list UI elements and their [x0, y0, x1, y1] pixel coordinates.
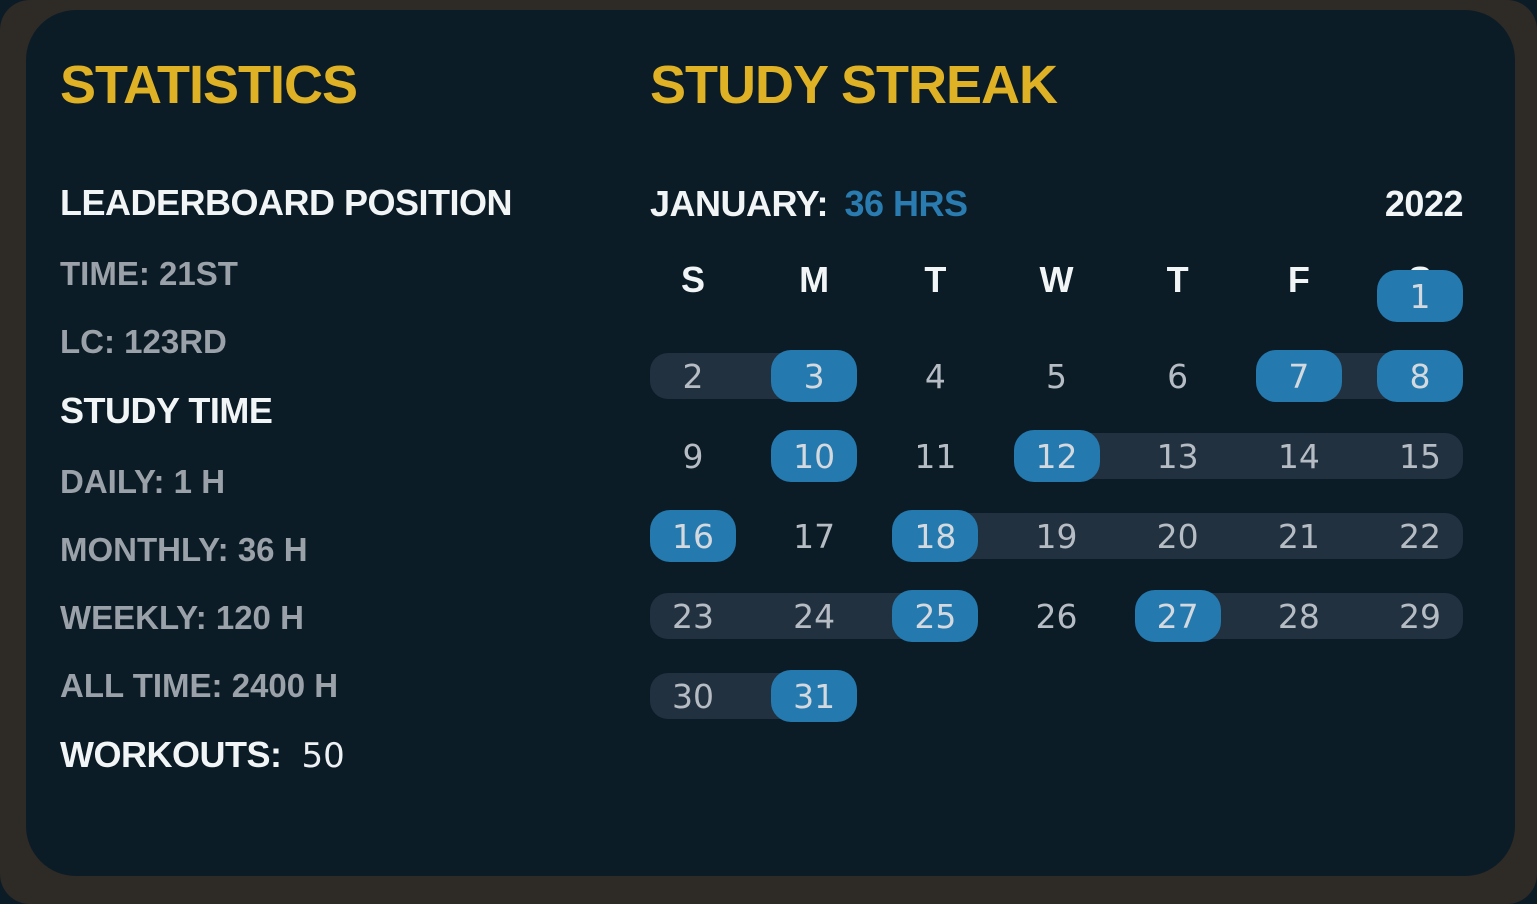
calendar-day[interactable]: 18	[914, 516, 957, 556]
study-day-pill	[1377, 350, 1463, 402]
calendar-day[interactable]: 23	[672, 596, 714, 636]
calendar-day[interactable]: 6	[1167, 356, 1189, 396]
calendar-day[interactable]: 4	[924, 356, 946, 396]
day-header: M	[799, 259, 830, 300]
study-day-pill	[771, 670, 858, 722]
study-day-pill	[1134, 590, 1221, 642]
study-day-pill	[1377, 270, 1463, 322]
month-total-hours: 36 HRS	[844, 183, 968, 224]
calendar-day[interactable]: 19	[1035, 516, 1078, 556]
study-day-pill	[892, 510, 979, 562]
calendar-day[interactable]: 15	[1399, 436, 1441, 476]
workouts-line: WORKOUTS: 50	[60, 734, 620, 777]
study-streak-title: STUDY STREAK	[650, 55, 1058, 115]
study-day-pill	[1013, 430, 1100, 482]
calendar-day[interactable]: 12	[1035, 436, 1078, 476]
day-header: S	[680, 259, 705, 300]
day-header: T	[924, 259, 947, 300]
study-day-pill	[892, 590, 979, 642]
calendar-day[interactable]: 13	[1156, 436, 1199, 476]
calendar-day[interactable]: 24	[793, 596, 836, 636]
calendar-day[interactable]: 8	[1409, 356, 1431, 396]
workouts-label: WORKOUTS:	[60, 734, 282, 775]
day-header: W	[1039, 259, 1074, 300]
calendar-day[interactable]: 7	[1288, 356, 1310, 396]
month-row: JANUARY: 36 HRS 2022	[650, 183, 1464, 225]
calendar-day[interactable]: 9	[682, 436, 704, 476]
calendar-day[interactable]: 29	[1399, 596, 1441, 636]
calendar-day[interactable]: 22	[1399, 516, 1441, 556]
study-time-daily: DAILY: 1 H	[60, 463, 226, 500]
calendar-day[interactable]: 31	[793, 676, 836, 716]
study-time-monthly: MONTHLY: 36 H	[60, 531, 308, 568]
statistics-panel: STATISTICS LEADERBOARD POSITION TIME: 21…	[60, 58, 620, 776]
study-time-heading: STUDY TIME	[60, 390, 273, 431]
leaderboard-lc-rank: LC: 123RD	[60, 323, 227, 360]
dashboard-card: STATISTICS LEADERBOARD POSITION TIME: 21…	[26, 10, 1515, 876]
leaderboard-position-heading: LEADERBOARD POSITION	[60, 182, 513, 223]
month-label: JANUARY:	[650, 183, 829, 224]
study-day-pill	[650, 510, 736, 562]
workouts-value: 50	[301, 736, 345, 776]
study-time-alltime: ALL TIME: 2400 H	[60, 667, 339, 704]
study-time-weekly: WEEKLY: 120 H	[60, 599, 304, 636]
study-day-pill	[771, 430, 858, 482]
calendar-day[interactable]: 21	[1277, 516, 1320, 556]
calendar-day[interactable]: 10	[793, 436, 836, 476]
calendar-day[interactable]: 26	[1035, 596, 1078, 636]
study-day-pill	[771, 350, 858, 402]
calendar-day[interactable]: 3	[803, 356, 825, 396]
calendar-grid: SMTWTFS123456789101112131415161718192021…	[650, 58, 1463, 868]
statistics-title: STATISTICS	[60, 55, 358, 115]
calendar-day[interactable]: 28	[1277, 596, 1320, 636]
month-summary: JANUARY: 36 HRS	[650, 183, 968, 225]
calendar-day[interactable]: 2	[682, 356, 704, 396]
calendar-day[interactable]: 1	[1409, 276, 1431, 316]
day-header: T	[1166, 259, 1189, 300]
calendar-day[interactable]: 14	[1277, 436, 1320, 476]
calendar-day[interactable]: 5	[1046, 356, 1067, 396]
calendar-day[interactable]: 30	[672, 676, 714, 716]
calendar-day[interactable]: 20	[1156, 516, 1199, 556]
calendar-day[interactable]: 25	[914, 596, 957, 636]
streak-span	[892, 513, 1463, 559]
leaderboard-time-rank: TIME: 21ST	[60, 255, 238, 292]
calendar-day[interactable]: 27	[1156, 596, 1199, 636]
day-header: F	[1287, 259, 1310, 300]
calendar-day[interactable]: 16	[672, 516, 714, 556]
study-day-pill	[1255, 350, 1342, 402]
calendar-day[interactable]: 17	[793, 516, 836, 556]
year-label: 2022	[1384, 183, 1464, 224]
calendar-day[interactable]: 11	[914, 436, 957, 476]
